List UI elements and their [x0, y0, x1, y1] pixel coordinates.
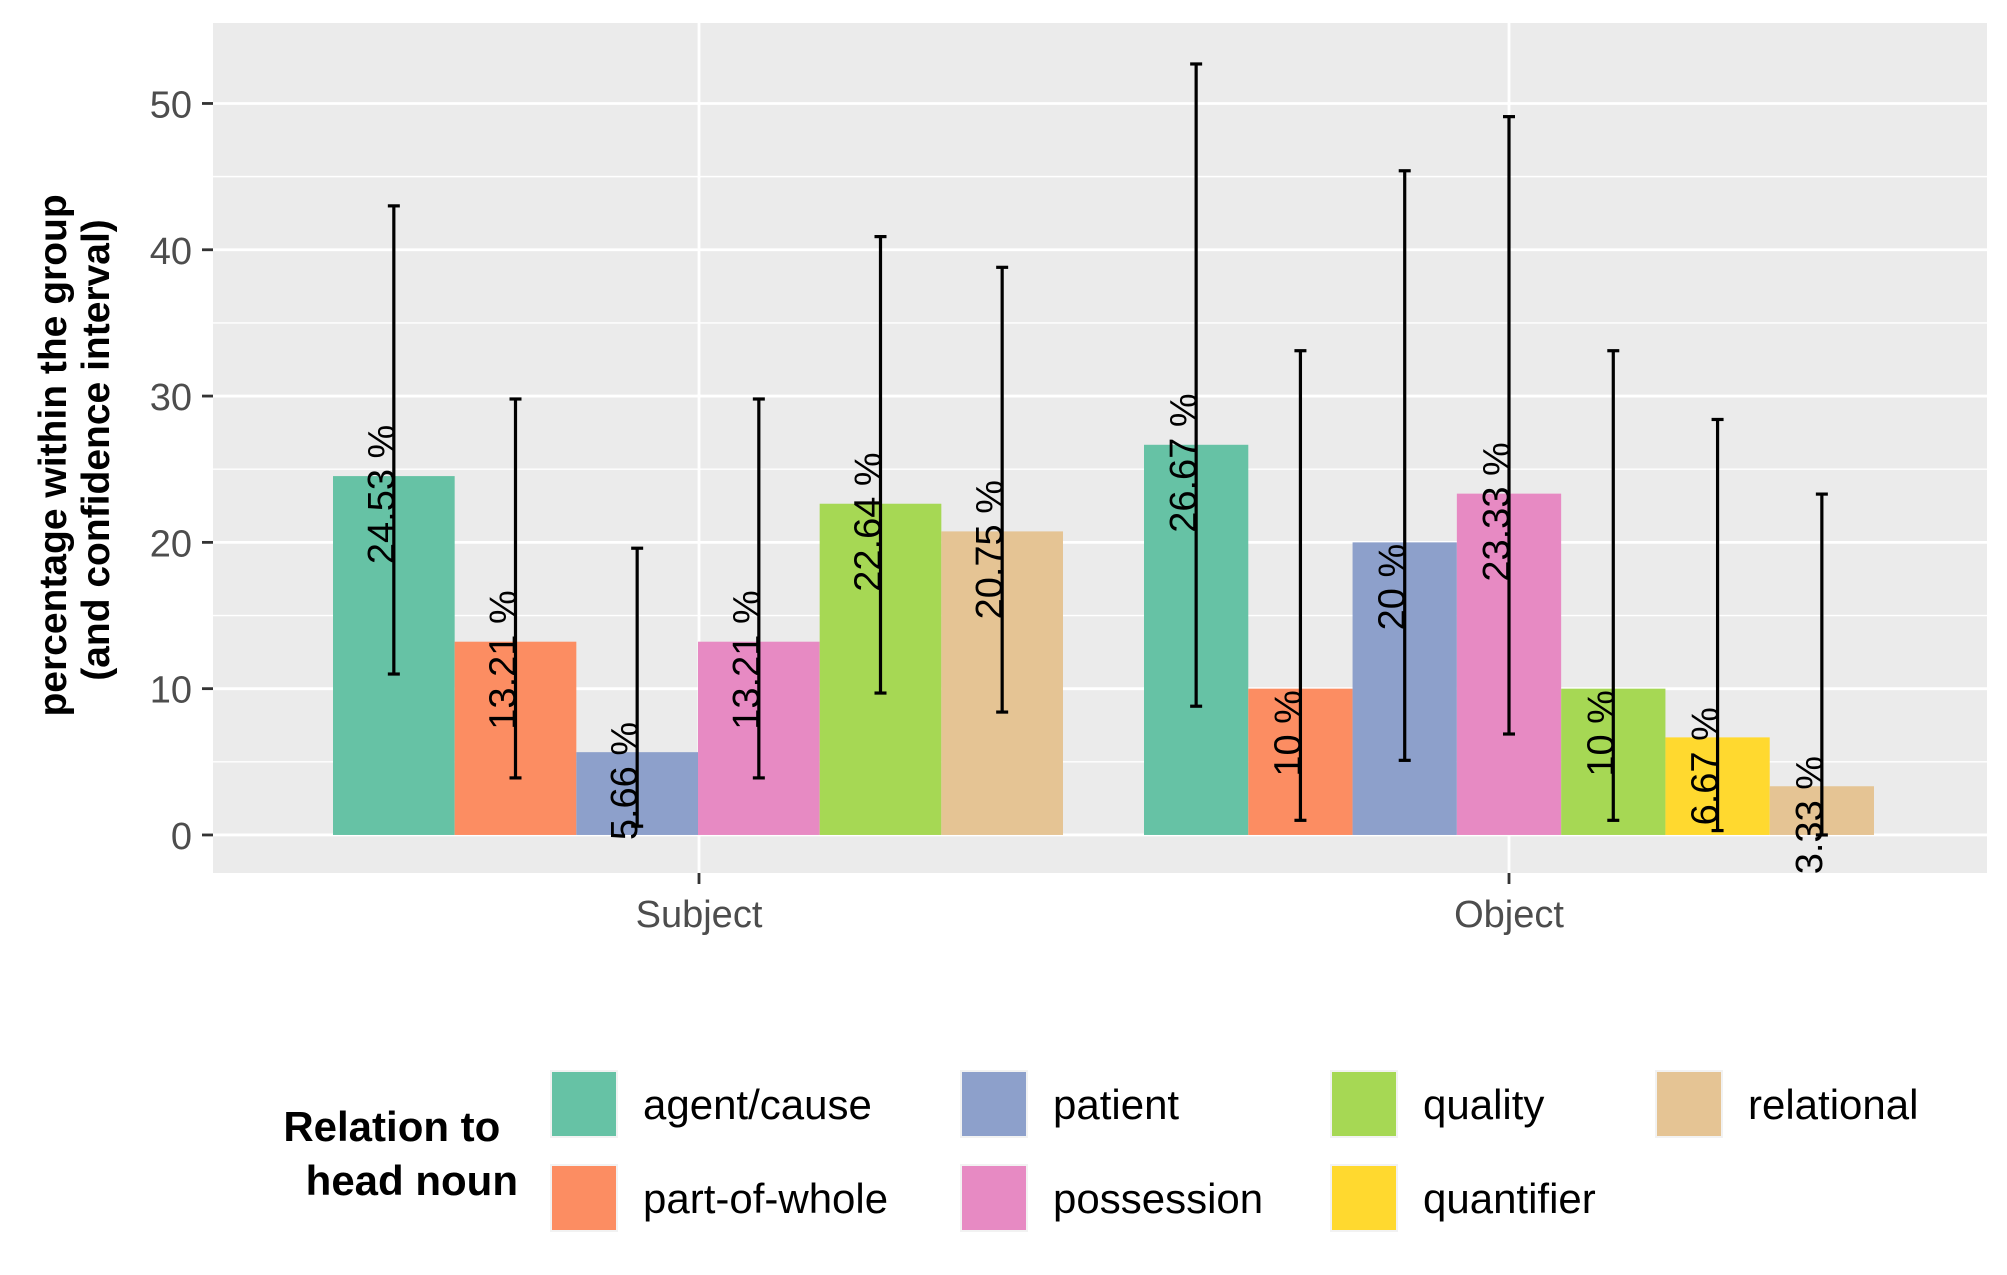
bar-value-label: 20.75 % — [969, 480, 1011, 619]
y-tick-label: 30 — [150, 377, 192, 419]
legend: Relation to head noun agent/cause part-of… — [283, 1070, 1918, 1232]
legend-label: possession — [1053, 1175, 1263, 1222]
y-tick-label: 10 — [150, 670, 192, 712]
bar-labels: 24.53 % 13.21 % 5.66 % 13.21 % 22.64 % 20.75 … — [361, 393, 1831, 874]
legend-swatch — [962, 1166, 1026, 1230]
y-tick-label: 20 — [150, 523, 192, 565]
legend-label: relational — [1748, 1081, 1918, 1128]
y-axis-title-line-2: (and confidence interval) — [75, 219, 118, 681]
legend-swatch — [552, 1072, 616, 1136]
legend-title-line-1: Relation to — [283, 1103, 500, 1150]
legend-swatch — [1657, 1072, 1721, 1136]
legend-swatch — [962, 1072, 1026, 1136]
legend-swatch — [1332, 1166, 1396, 1230]
bar-value-label: 5.66 % — [604, 722, 646, 840]
bar-value-label: 3.33 % — [1789, 756, 1831, 874]
bar-value-label: 10 % — [1267, 690, 1309, 777]
legend-label: quantifier — [1423, 1175, 1596, 1222]
legend-title: Relation to head noun — [283, 1103, 518, 1204]
legend-label: agent/cause — [643, 1081, 872, 1128]
x-tick-label: Object — [1454, 894, 1564, 936]
bar-value-label: 24.53 % — [361, 425, 403, 564]
bar-value-label: 13.21 % — [483, 590, 525, 729]
error-bars — [387, 62, 1828, 837]
bar-value-label: 10 % — [1580, 690, 1622, 777]
x-tick-label: Subject — [636, 894, 763, 936]
y-tick-label: 50 — [150, 84, 192, 126]
y-tick-label: 0 — [171, 816, 192, 858]
x-axis: Subject Object — [636, 873, 1564, 936]
bar-value-label: 20 % — [1372, 544, 1414, 631]
gridlines — [213, 23, 1987, 873]
legend-label: part-of-whole — [643, 1175, 888, 1222]
y-axis-title: percentage within the group (and confide… — [32, 183, 118, 716]
y-axis-title-line-1: percentage within the group — [32, 194, 75, 716]
legend-label: patient — [1053, 1081, 1179, 1128]
bar-value-label: 22.64 % — [848, 452, 890, 591]
legend-swatch — [552, 1166, 616, 1230]
legend-label: quality — [1423, 1081, 1544, 1128]
y-axis: 0 10 20 30 40 50 — [150, 84, 213, 858]
bar-value-label: 6.67 % — [1685, 707, 1727, 825]
bar-value-label: 23.33 % — [1476, 442, 1518, 581]
y-tick-label: 40 — [150, 231, 192, 273]
bar-value-label: 13.21 % — [726, 590, 768, 729]
bar-value-label: 26.67 % — [1163, 393, 1205, 532]
legend-swatch — [1332, 1072, 1396, 1136]
legend-title-line-2: head noun — [306, 1157, 518, 1204]
